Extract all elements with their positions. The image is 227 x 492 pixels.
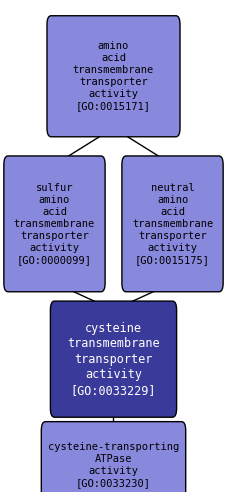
- Text: cysteine
transmembrane
transporter
activity
[GO:0033229]: cysteine transmembrane transporter activ…: [67, 322, 160, 397]
- FancyBboxPatch shape: [122, 156, 223, 292]
- Text: amino
acid
transmembrane
transporter
activity
[GO:0015171]: amino acid transmembrane transporter act…: [73, 41, 154, 111]
- Text: sulfur
amino
acid
transmembrane
transporter
activity
[GO:0000099]: sulfur amino acid transmembrane transpor…: [14, 183, 95, 265]
- Text: cysteine-transporting
ATPase
activity
[GO:0033230]: cysteine-transporting ATPase activity [G…: [48, 442, 179, 488]
- Text: neutral
amino
acid
transmembrane
transporter
activity
[GO:0015175]: neutral amino acid transmembrane transpo…: [132, 183, 213, 265]
- FancyBboxPatch shape: [4, 156, 105, 292]
- FancyBboxPatch shape: [41, 422, 186, 492]
- FancyBboxPatch shape: [47, 16, 180, 137]
- FancyBboxPatch shape: [50, 301, 177, 417]
